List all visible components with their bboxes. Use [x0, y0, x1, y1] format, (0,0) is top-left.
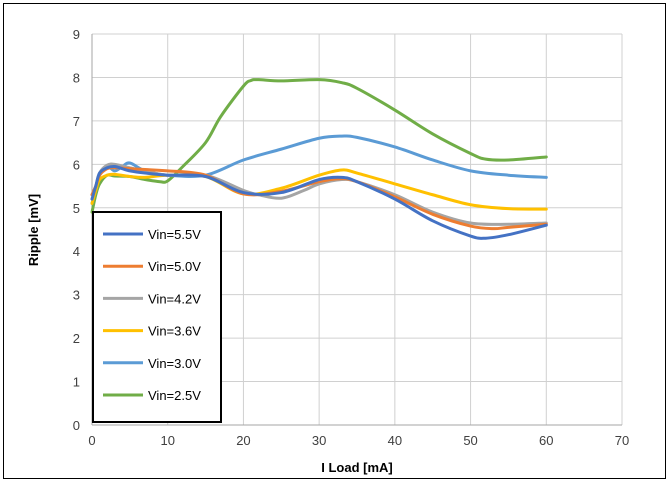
y-tick-labels: 0 1 2 3 4 5 6 7 8 9	[73, 27, 80, 433]
x-tick-label: 10	[160, 433, 174, 448]
legend: Vin=5.5V Vin=5.0V Vin=4.2V Vin=3.6V Vin=3.0V…	[92, 211, 222, 423]
legend-entry-label: Vin=2.5V	[148, 388, 201, 403]
x-tick-label: 0	[88, 433, 95, 448]
legend-box	[92, 211, 222, 423]
legend-entry-label: Vin=3.6V	[148, 324, 201, 339]
y-axis-title: Ripple [mV]	[26, 194, 41, 266]
x-tick-label: 20	[236, 433, 250, 448]
x-tick-label: 30	[312, 433, 326, 448]
x-axis-title: I Load [mA]	[321, 460, 393, 475]
y-tick-label: 6	[73, 157, 80, 172]
legend-entry-label: Vin=4.2V	[148, 291, 201, 306]
y-tick-label: 2	[73, 331, 80, 346]
x-tick-label: 70	[615, 433, 629, 448]
legend-entry-label: Vin=5.5V	[148, 227, 201, 242]
x-tick-labels: 0 10 20 30 40 50 60 70	[88, 433, 629, 448]
y-tick-label: 4	[73, 244, 80, 259]
y-tick-label: 0	[73, 418, 80, 433]
series-line-vin-2-5v	[90, 78, 548, 214]
x-tick-label: 50	[463, 433, 477, 448]
series-lines	[90, 78, 548, 240]
x-tick-label: 60	[539, 433, 553, 448]
series-line-vin-5-5v	[90, 164, 548, 240]
y-tick-label: 3	[73, 288, 80, 303]
x-tick-label: 40	[388, 433, 402, 448]
y-tick-label: 9	[73, 27, 80, 42]
legend-entry-label: Vin=3.0V	[148, 356, 201, 371]
y-tick-label: 1	[73, 375, 80, 390]
y-tick-label: 8	[73, 70, 80, 85]
y-tick-label: 5	[73, 201, 80, 216]
legend-entry-label: Vin=5.0V	[148, 259, 201, 274]
y-tick-label: 7	[73, 114, 80, 129]
